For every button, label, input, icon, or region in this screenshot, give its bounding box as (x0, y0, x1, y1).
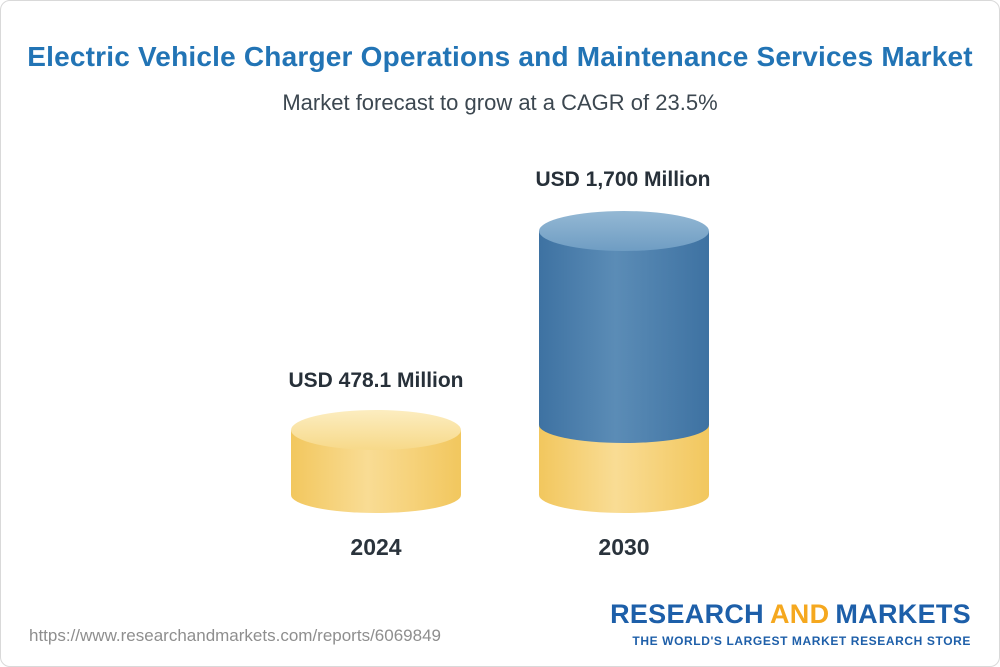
bar-2030-cylinder (539, 211, 709, 513)
logo-tagline: THE WORLD'S LARGEST MARKET RESEARCH STOR… (632, 634, 971, 648)
axis-label-2024: 2024 (350, 534, 402, 560)
axis-label-2030: 2030 (598, 534, 650, 560)
chart-subtitle: Market forecast to grow at a CAGR of 23.… (282, 90, 718, 115)
value-label-2030: USD 1,700 Million (535, 168, 711, 191)
bar-2024-cylinder (291, 410, 461, 513)
logo-word-research: RESEARCH (610, 599, 764, 629)
logo-wordmark: RESEARCH AND MARKETS (610, 599, 971, 630)
logo-word-markets: MARKETS (835, 599, 971, 629)
source-url-link[interactable]: https://www.researchandmarkets.com/repor… (29, 626, 441, 645)
logo-word-and: AND (769, 599, 830, 629)
page-title: Electric Vehicle Charger Operations and … (27, 41, 973, 72)
bar-2024-top-ellipse (291, 410, 461, 450)
value-label-2024: USD 478.1 Million (288, 369, 464, 392)
bar-2030-top-ellipse (539, 211, 709, 251)
research-and-markets-logo[interactable]: RESEARCH AND MARKETS THE WORLD'S LARGEST M… (610, 599, 971, 648)
bar-2030-blue-segment (539, 231, 709, 443)
